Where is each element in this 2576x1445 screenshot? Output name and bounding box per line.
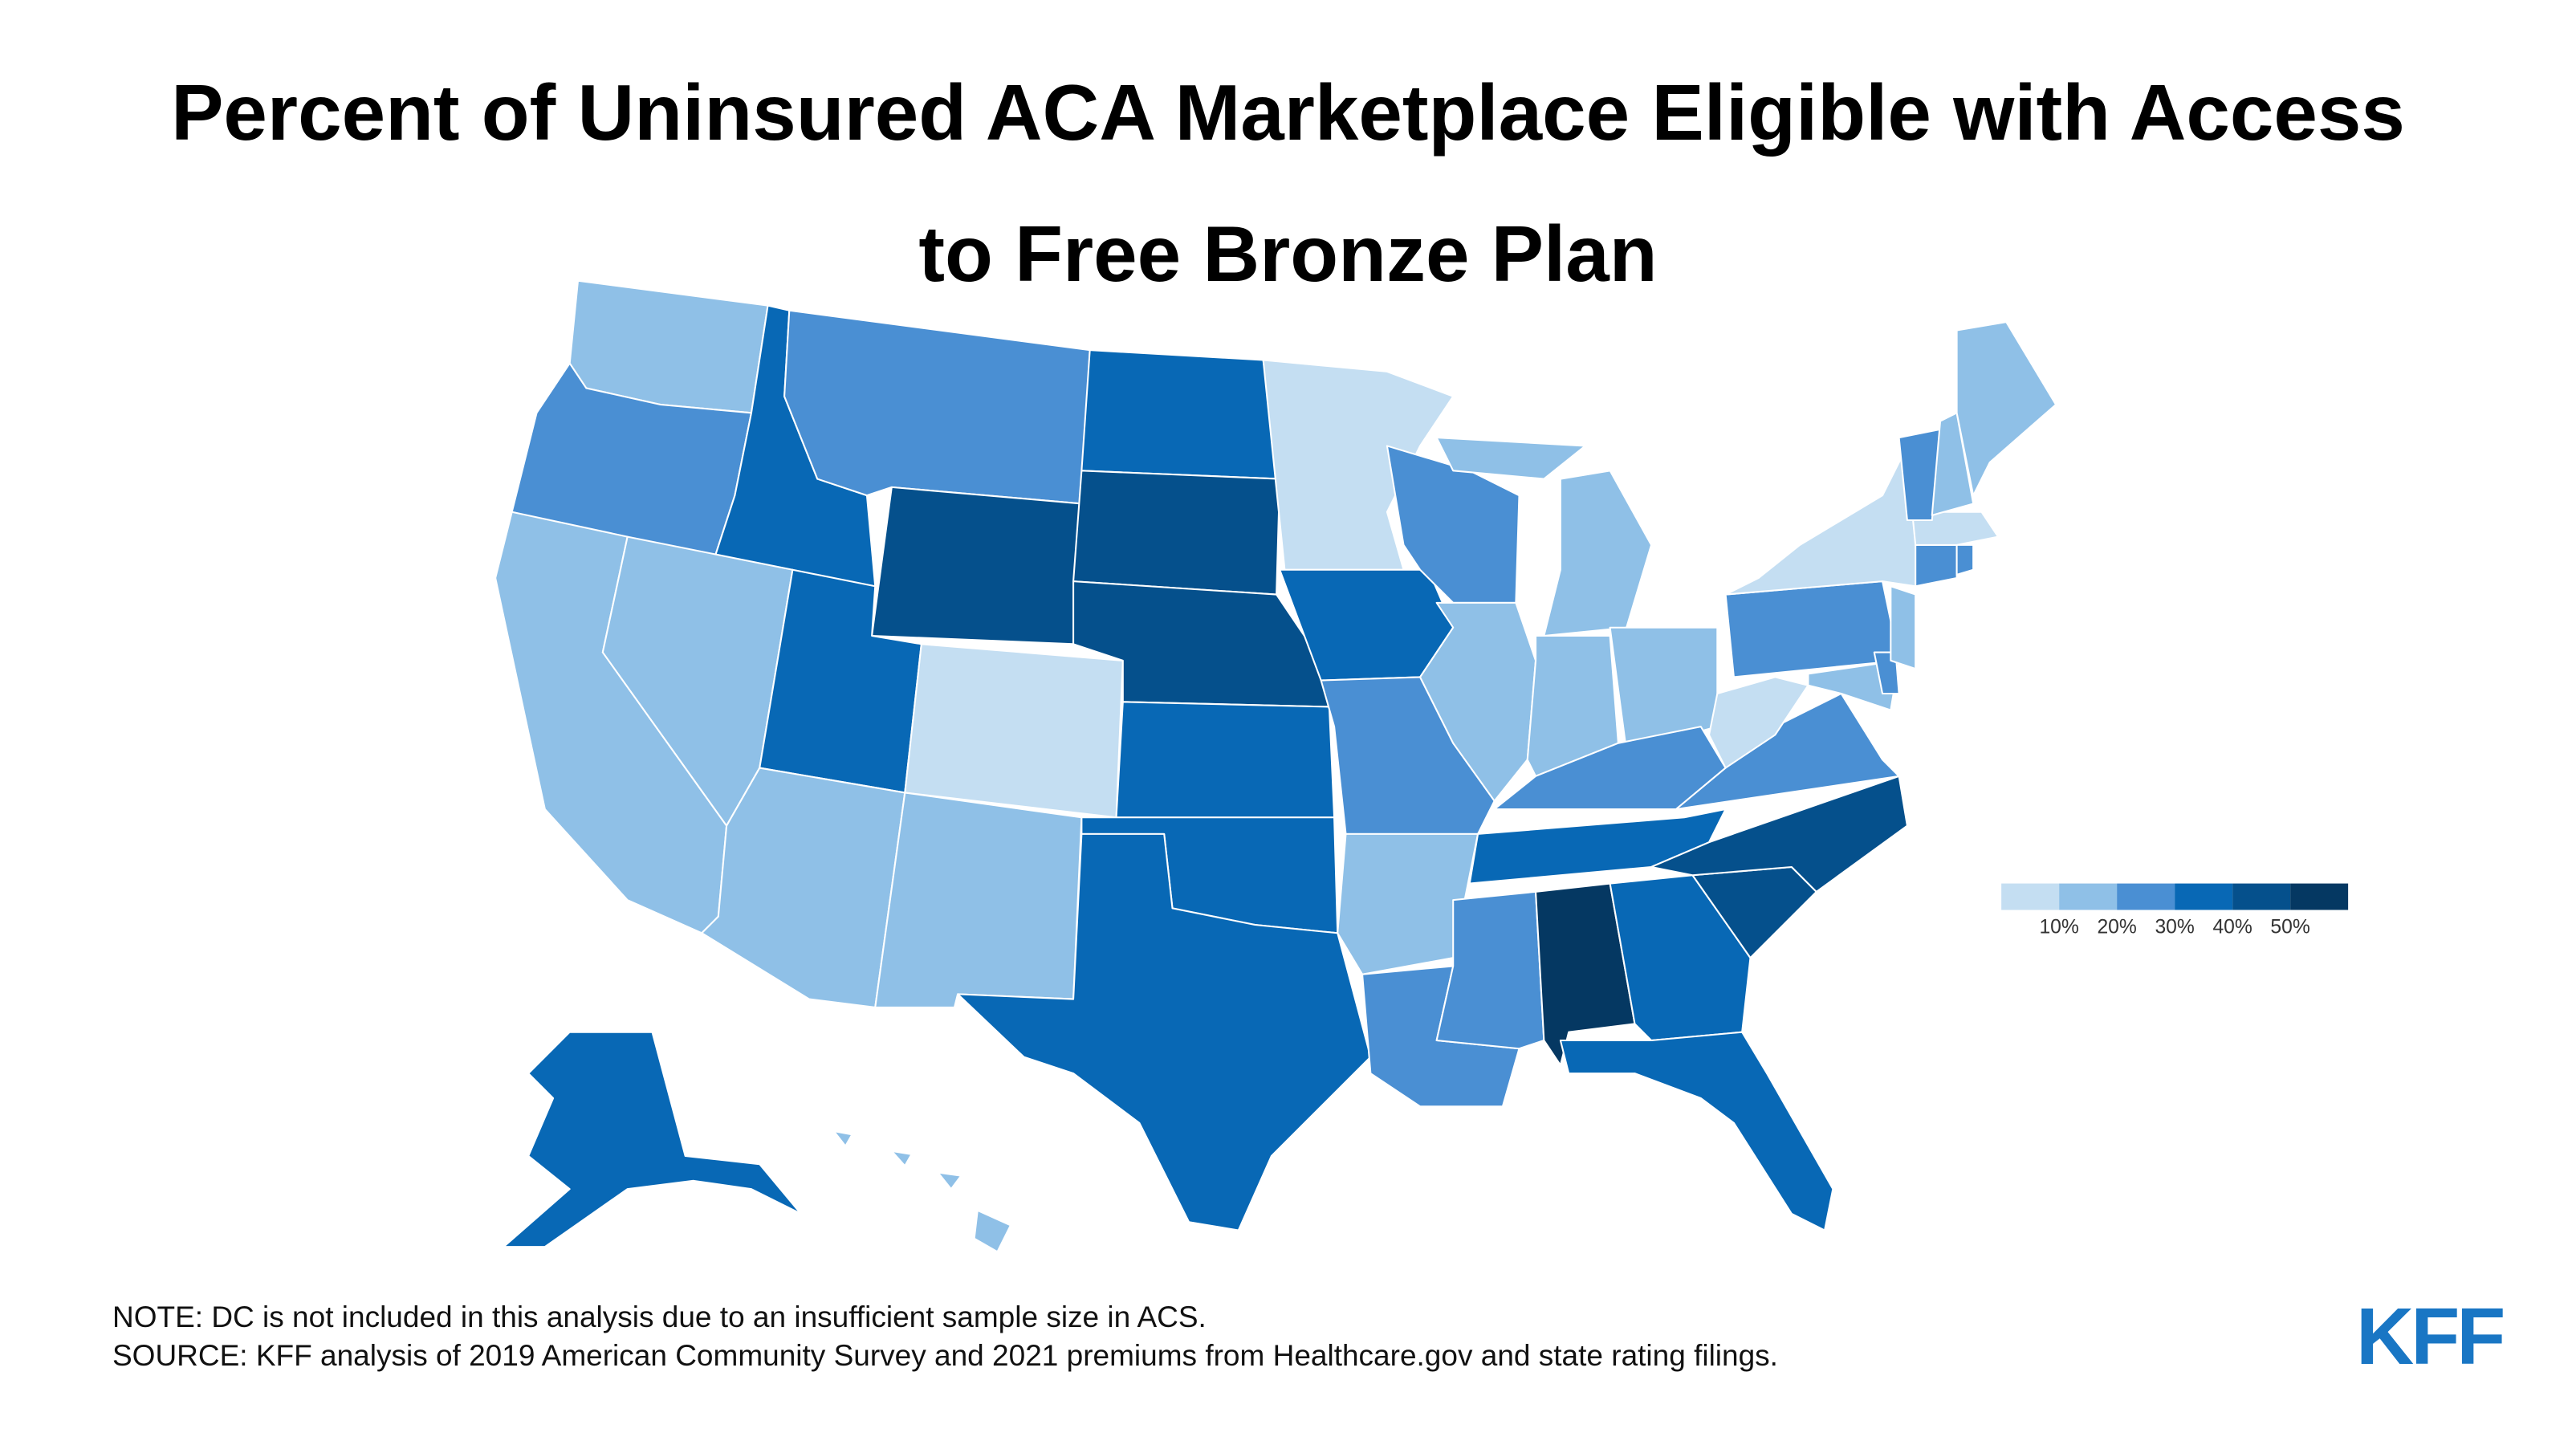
state <box>871 486 1083 645</box>
state <box>1931 412 1975 516</box>
state <box>957 832 1372 1231</box>
state <box>1708 676 1809 769</box>
state <box>783 309 1091 505</box>
legend-swatch <box>2290 883 2349 910</box>
state <box>904 643 1124 819</box>
state <box>832 1130 1011 1253</box>
chart-title: Percent of Uninsured ACA Marketplace Eli… <box>171 68 2405 298</box>
state <box>1873 651 1900 695</box>
state <box>1724 445 1925 596</box>
legend-swatch <box>2175 883 2233 910</box>
legend-swatch <box>2232 883 2291 910</box>
state <box>1337 832 1479 975</box>
state <box>1955 543 1975 576</box>
state <box>1435 890 1545 1050</box>
state <box>1650 775 1908 893</box>
legend-tick-label: 10% <box>2039 916 2078 938</box>
legend-tick-label: 50% <box>2270 916 2309 938</box>
legend-tick-label: 20% <box>2097 916 2136 938</box>
state <box>1898 428 1942 522</box>
state <box>1955 321 2057 497</box>
state <box>1724 580 1900 678</box>
legend-swatch <box>2059 883 2118 910</box>
legend-tick-label: 30% <box>2155 916 2194 938</box>
state <box>1559 1031 1834 1231</box>
source: SOURCE: KFF analysis of 2019 American Co… <box>112 1339 1778 1372</box>
state <box>874 792 1083 1008</box>
legend-swatch <box>2117 883 2175 910</box>
state <box>1072 470 1281 596</box>
legend-tick-label: 40% <box>2212 916 2252 938</box>
state <box>1890 585 1917 670</box>
title-box: Percent of Uninsured ACA Marketplace Eli… <box>0 42 2576 324</box>
state <box>1911 511 2000 546</box>
legend-swatch <box>2001 883 2060 910</box>
state <box>503 1031 802 1248</box>
state <box>1115 701 1336 819</box>
note: NOTE: DC is not included in this analysi… <box>112 1300 1207 1333</box>
state <box>1915 543 1958 588</box>
state <box>1080 349 1281 480</box>
state <box>1419 601 1537 802</box>
logo: KFF <box>2356 1292 2505 1382</box>
